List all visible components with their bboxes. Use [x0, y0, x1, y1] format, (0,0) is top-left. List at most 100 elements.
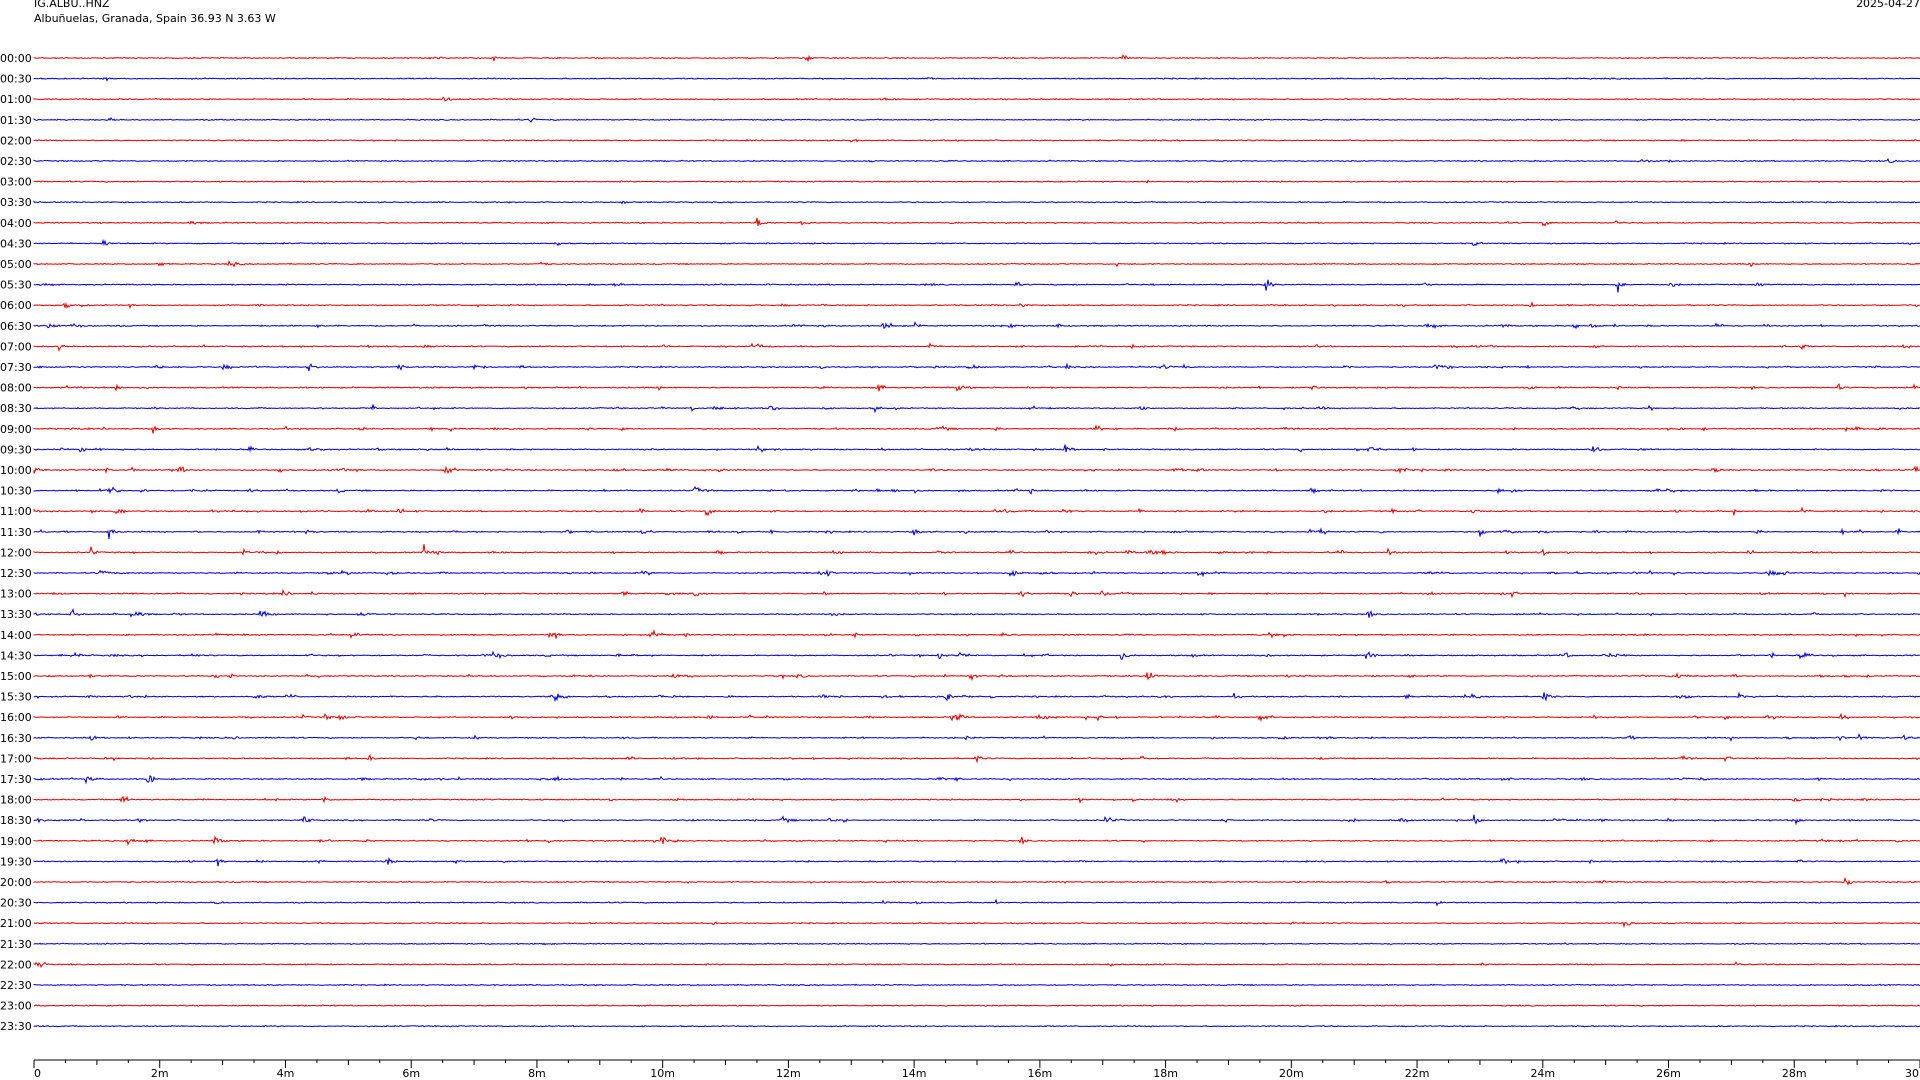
row-time-label: 06:30 — [0, 320, 32, 333]
trace-row — [33, 527, 1920, 540]
x-tick-label: 16m — [1028, 1067, 1053, 1080]
row-time-label: 13:30 — [0, 608, 32, 621]
row-time-label: 22:30 — [0, 979, 32, 992]
row-time-label: 17:00 — [0, 752, 32, 765]
trace-row — [33, 795, 1920, 804]
trace-row — [33, 629, 1920, 639]
row-time-label: 13:00 — [0, 588, 32, 601]
row-time-label: 21:00 — [0, 917, 32, 930]
trace-row — [33, 300, 1920, 310]
row-time-label: 10:00 — [0, 464, 32, 477]
row-time-label: 22:00 — [0, 958, 32, 971]
x-tick-label: 28m — [1782, 1067, 1807, 1080]
row-time-label: 04:00 — [0, 217, 32, 230]
row-time-label: 08:30 — [0, 402, 32, 415]
trace-row — [33, 753, 1920, 764]
trace-row — [33, 607, 1920, 618]
row-time-label: 06:00 — [0, 299, 32, 312]
row-time-label: 20:30 — [0, 897, 32, 910]
x-tick-label: 8m — [528, 1067, 546, 1080]
trace-row — [33, 835, 1920, 846]
x-tick-label: 24m — [1530, 1067, 1555, 1080]
row-time-label: 00:00 — [0, 52, 32, 65]
row-time-label: 02:00 — [0, 134, 32, 147]
trace-row — [33, 404, 1920, 414]
trace-row — [33, 485, 1920, 495]
trace-row — [33, 117, 1920, 123]
trace-row — [33, 158, 1920, 164]
trace-row — [33, 1004, 1920, 1007]
row-time-label: 16:30 — [0, 732, 32, 745]
trace-row — [33, 814, 1920, 826]
x-tick-label: 4m — [277, 1067, 295, 1080]
row-time-label: 12:30 — [0, 567, 32, 580]
x-tick-label: 10m — [650, 1067, 675, 1080]
trace-row — [33, 424, 1920, 434]
row-time-label: 17:30 — [0, 773, 32, 786]
row-time-label: 01:30 — [0, 114, 32, 127]
trace-row — [33, 733, 1920, 742]
x-tick-label: 22m — [1405, 1067, 1430, 1080]
trace-row — [33, 856, 1920, 867]
row-time-label: 04:30 — [0, 237, 32, 250]
trace-row — [33, 321, 1920, 330]
row-time-label: 21:30 — [0, 938, 32, 951]
x-tick-label: 26m — [1656, 1067, 1681, 1080]
trace-row — [33, 712, 1920, 723]
row-time-label: 09:30 — [0, 443, 32, 456]
row-time-label: 01:00 — [0, 93, 32, 106]
trace-row — [33, 774, 1920, 785]
trace-row — [33, 217, 1920, 227]
row-time-label: 03:30 — [0, 196, 32, 209]
trace-row — [33, 588, 1920, 599]
row-time-label: 09:00 — [0, 423, 32, 436]
trace-row — [33, 279, 1920, 293]
x-tick-label: 2m — [151, 1067, 169, 1080]
row-time-label: 07:00 — [0, 340, 32, 353]
trace-row — [33, 76, 1920, 82]
row-time-label: 20:00 — [0, 876, 32, 889]
trace-row — [33, 942, 1920, 946]
x-tick-label: 30 — [1905, 1067, 1919, 1080]
row-time-label: 07:30 — [0, 361, 32, 374]
x-axis: 0 2m 4m 6m 8m 10m 12m 14m 16m 18m 20m 22m 24m 26m 28m 3… — [33, 1059, 1920, 1080]
trace-row — [33, 96, 1920, 102]
row-time-label: 16:00 — [0, 711, 32, 724]
trace-row — [33, 342, 1920, 352]
row-time-label: 10:30 — [0, 485, 32, 498]
trace-row — [33, 983, 1920, 987]
row-time-label: 00:30 — [0, 73, 32, 86]
trace-row — [33, 200, 1920, 205]
trace-row — [33, 238, 1920, 247]
row-time-label: 19:00 — [0, 835, 32, 848]
trace-row — [33, 1024, 1920, 1028]
trace-row — [33, 259, 1920, 268]
trace-row — [33, 691, 1920, 703]
trace-row — [33, 544, 1920, 557]
station-code: IG.ALBU..HNZ — [34, 0, 110, 10]
x-tick-label: 14m — [902, 1067, 927, 1080]
row-time-label: 14:30 — [0, 649, 32, 662]
row-time-label: 19:30 — [0, 855, 32, 868]
row-time-label: 02:30 — [0, 155, 32, 168]
trace-row — [33, 444, 1920, 453]
row-time-label: 05:30 — [0, 279, 32, 292]
row-time-label: 08:00 — [0, 382, 32, 395]
trace-row — [33, 506, 1920, 517]
row-time-label: 18:00 — [0, 794, 32, 807]
trace-row — [33, 672, 1920, 682]
x-tick-label: 18m — [1153, 1067, 1178, 1080]
row-time-label: 23:30 — [0, 1020, 32, 1033]
row-time-label: 05:00 — [0, 258, 32, 271]
trace-row — [33, 876, 1920, 886]
row-time-label: 11:30 — [0, 526, 32, 539]
row-time-label: 23:00 — [0, 1000, 32, 1013]
record-date: 2025-04-27 — [1856, 0, 1920, 10]
station-location: Albuñuelas, Granada, Spain 36.93 N 3.63 … — [34, 12, 276, 25]
row-time-label: 11:00 — [0, 505, 32, 518]
row-label-group: 00:00 00:30 01:00 01:30 02:00 02:30 03:00 03:30… — [0, 52, 32, 1033]
x-tick-label: 20m — [1279, 1067, 1304, 1080]
trace-row — [33, 54, 1920, 63]
trace-group — [33, 54, 1920, 1028]
